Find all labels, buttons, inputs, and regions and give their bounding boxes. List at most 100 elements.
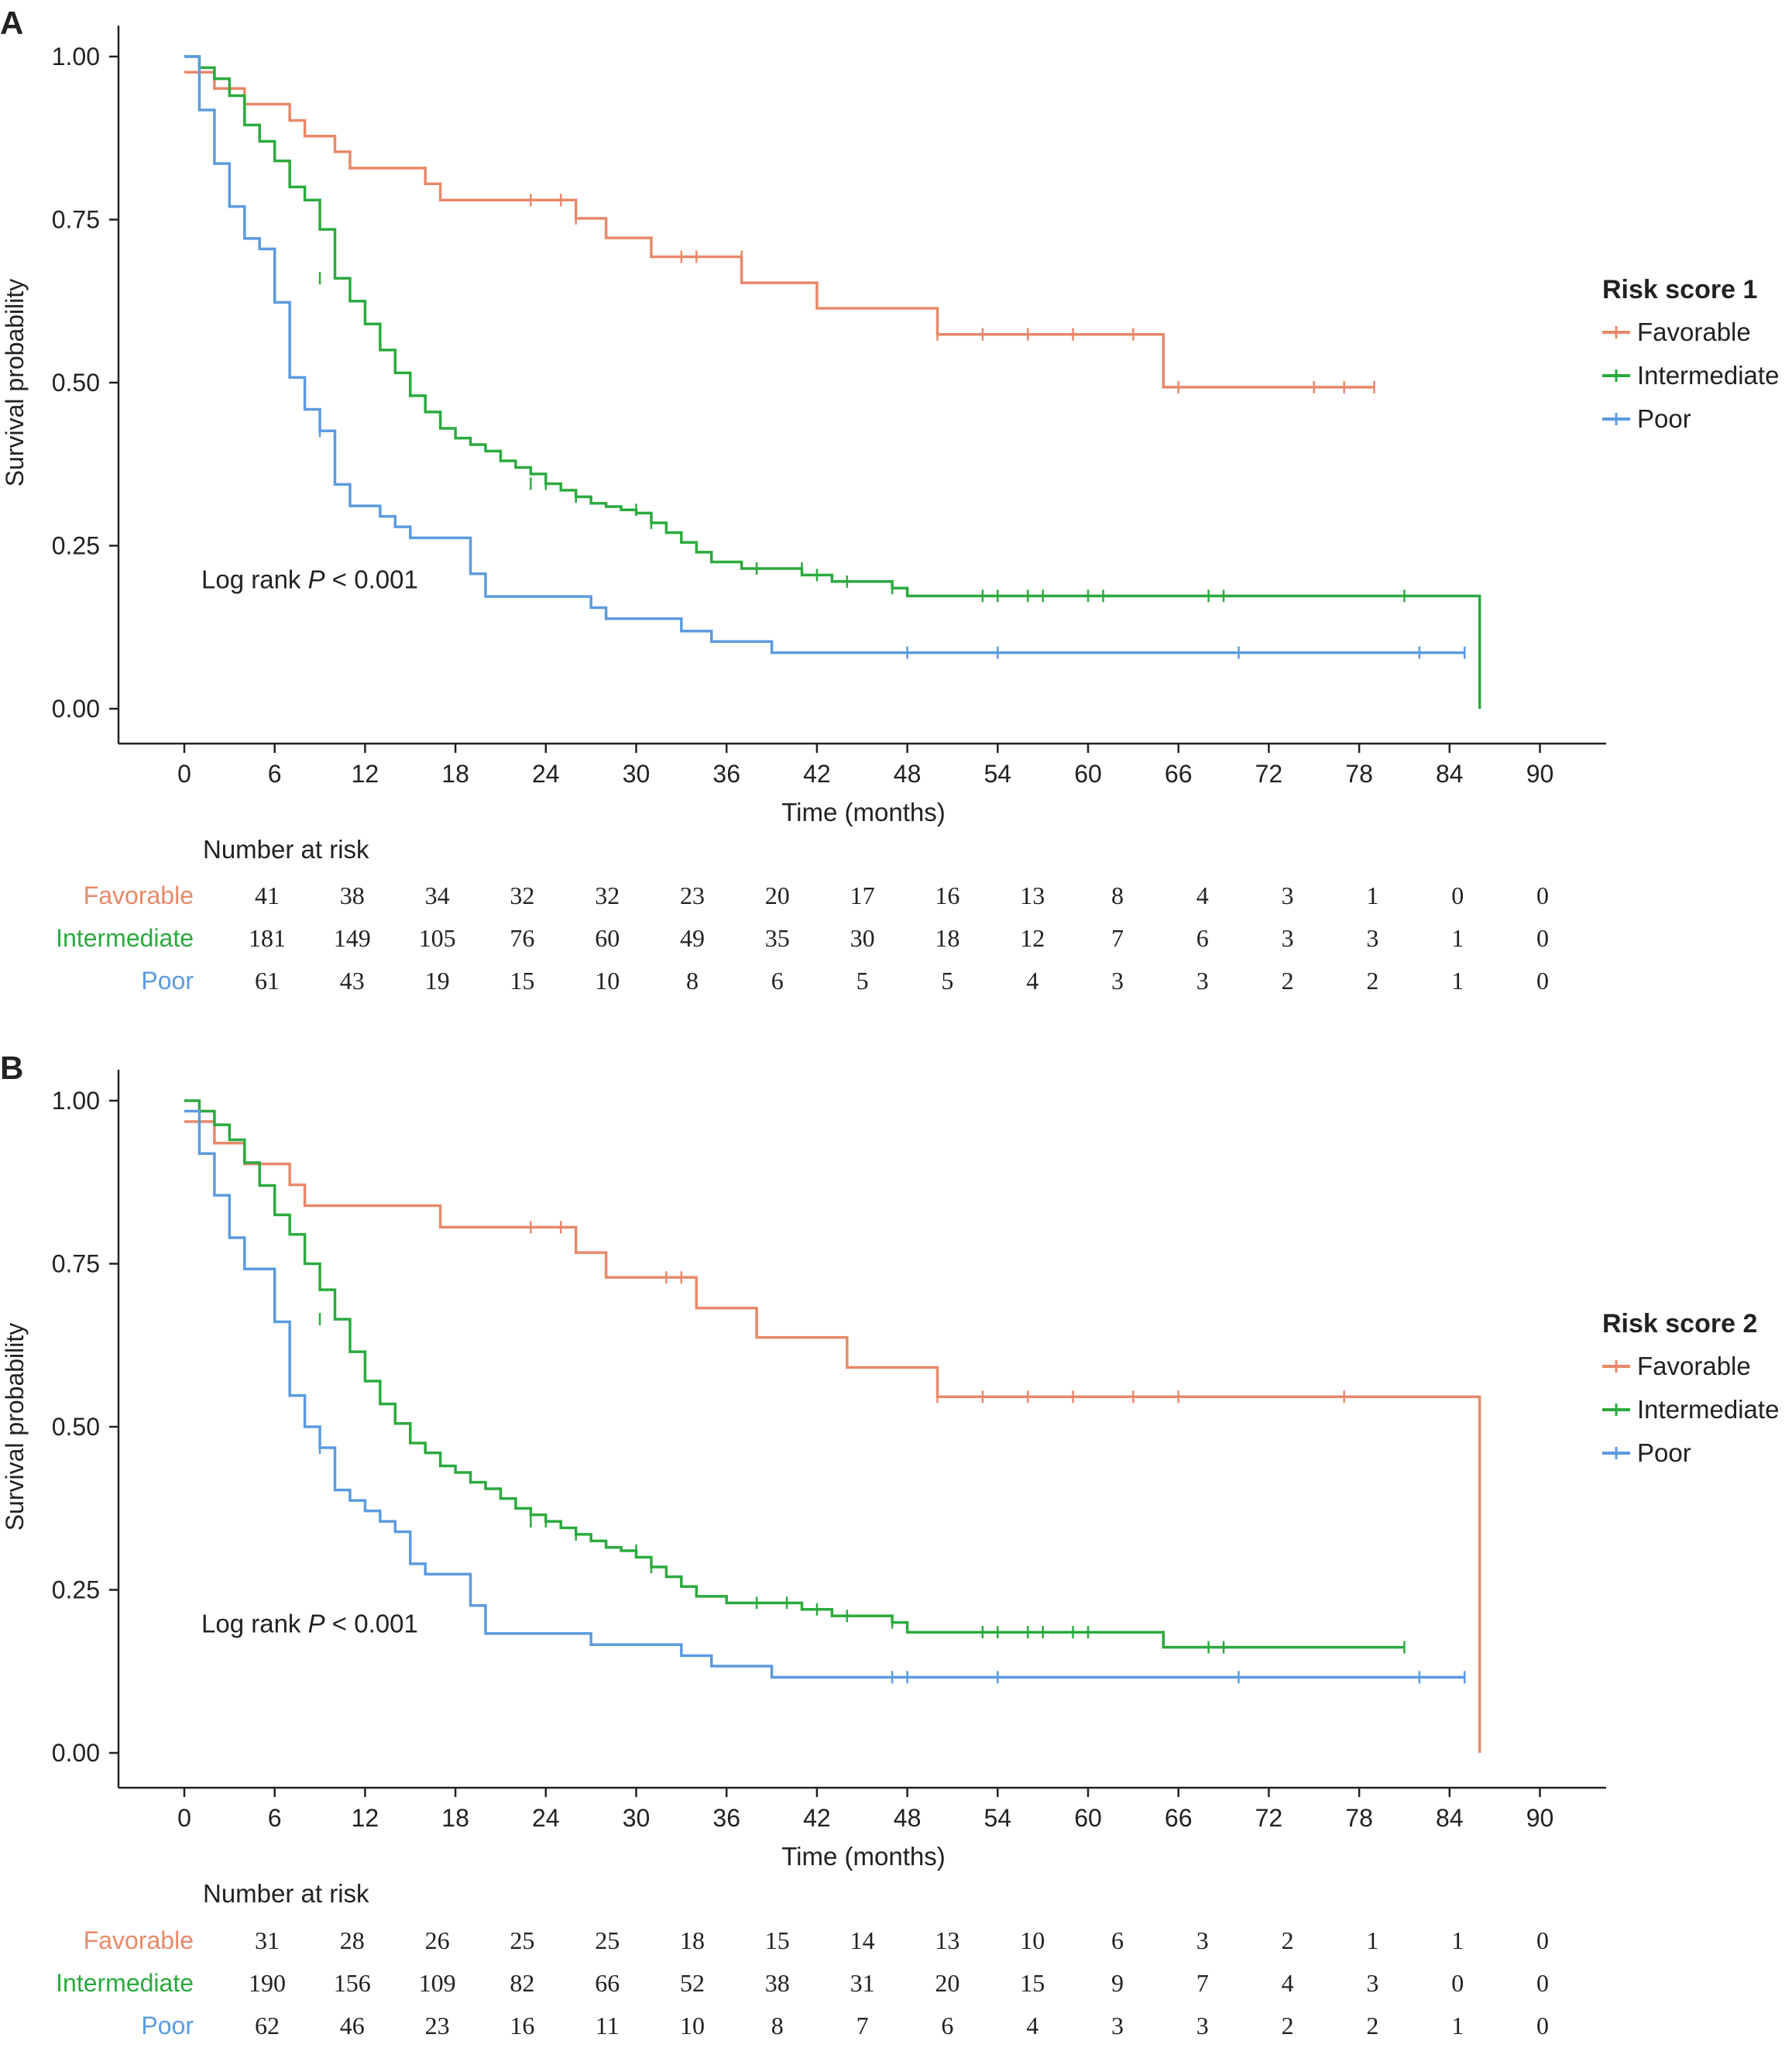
y-tick-label: 0.25 [52,532,100,560]
series-favorable [184,70,1375,393]
risk-count: 62 [255,2012,280,2039]
risk-count: 149 [334,924,371,952]
panel-b: B0.000.250.500.751.000 6 12 18 24 30 36 42 48 54 6… [0,1050,1779,2039]
x-tick-label: 72 [1255,760,1283,788]
log-rank-annotation: Log rank P < 0.001 [201,1610,418,1638]
risk-count: 3 [1196,1926,1209,1954]
y-tick-label: 0.00 [52,695,100,723]
x-tick-label: 54 [984,1804,1012,1832]
risk-count: 4 [1026,967,1038,995]
legend: Risk score 1 Favorable Intermediate Poor [1602,275,1779,433]
risk-count: 43 [340,967,365,995]
risk-count: 3 [1111,967,1124,995]
risk-count: 156 [334,1969,371,1997]
x-tick-label: 84 [1436,760,1464,788]
risk-count: 49 [680,924,705,952]
risk-count: 0 [1536,2012,1549,2039]
risk-count: 6 [1196,924,1209,952]
x-tick-label: 18 [441,760,469,788]
risk-count: 46 [340,2012,365,2039]
risk-row-label-favorable: Favorable [84,1926,194,1954]
x-tick-label: 78 [1345,1804,1373,1832]
risk-count: 0 [1536,1926,1549,1954]
risk-count: 10 [1020,1926,1045,1954]
risk-count: 5 [857,967,869,995]
y-axis-label: Survival probability [1,279,29,487]
risk-count: 5 [941,967,953,995]
risk-count: 52 [680,1969,705,1997]
risk-count: 0 [1536,881,1549,909]
series-poor [184,1109,1466,1684]
risk-count: 9 [1111,1969,1124,1997]
risk-count: 7 [1196,1969,1209,1997]
risk-count: 4 [1026,2012,1038,2039]
x-tick-label: 12 [352,760,379,788]
risk-count: 35 [765,924,790,952]
risk-count: 10 [680,2012,705,2039]
legend-label-favorable: Favorable [1637,318,1751,346]
x-tick-label: 12 [352,1804,379,1832]
x-tick-label: 66 [1165,760,1193,788]
risk-count: 60 [595,924,620,952]
risk-count: 1 [1366,881,1378,909]
survival-curve-poor [184,55,1465,655]
x-tick-label: 0 [177,1804,191,1832]
risk-count: 14 [850,1926,875,1954]
x-tick-label: 54 [984,760,1012,788]
annotation-suffix: < 0.001 [325,565,418,594]
risk-count: 38 [765,1969,790,1997]
y-tick-label: 0.75 [52,1250,100,1278]
risk-row-label-poor: Poor [141,2012,194,2039]
risk-row-label-intermediate: Intermediate [56,1969,194,1997]
risk-count: 31 [255,1926,280,1954]
risk-count: 66 [595,1969,620,1997]
x-axis-label: Time (months) [781,1842,945,1871]
risk-count: 76 [510,924,534,952]
risk-count: 190 [249,1969,286,1997]
risk-count: 2 [1282,1926,1294,1954]
x-tick-label: 6 [268,1804,282,1832]
panel-a: A0.000.250.500.751.000 6 12 18 24 30 36 42 48 54 6… [0,5,1779,995]
risk-count: 15 [765,1926,790,1954]
x-tick-label: 18 [441,1804,469,1832]
panel-label: A [0,5,23,41]
x-tick-label: 30 [623,760,651,788]
risk-row-label-intermediate: Intermediate [56,924,194,952]
x-tick-label: 42 [803,1804,831,1832]
risk-count: 23 [680,881,705,909]
risk-count: 15 [1020,1969,1045,1997]
risk-count: 13 [1020,881,1045,909]
x-tick-label: 0 [177,760,191,788]
survival-curve-intermediate [184,1099,1405,1649]
legend-title: Risk score 2 [1602,1309,1757,1338]
risk-count: 181 [249,924,286,952]
risk-count: 0 [1451,1969,1464,1997]
series-poor [184,55,1466,659]
risk-count: 3 [1282,881,1294,909]
risk-table-title: Number at risk [203,1879,369,1908]
x-tick-label: 6 [268,760,282,788]
risk-count: 3 [1282,924,1294,952]
risk-count: 2 [1282,2012,1294,2039]
legend: Risk score 2 Favorable Intermediate Poor [1602,1309,1779,1467]
risk-count: 8 [771,2012,784,2039]
x-tick-label: 36 [712,1804,740,1832]
risk-count: 4 [1282,1969,1294,1997]
x-tick-label: 78 [1345,760,1373,788]
risk-count: 32 [595,881,620,909]
risk-count: 34 [425,881,450,909]
risk-count: 2 [1282,967,1294,995]
risk-count: 20 [935,1969,960,1997]
risk-count: 13 [935,1926,960,1954]
x-tick-label: 90 [1526,1804,1554,1832]
risk-count: 25 [510,1926,534,1954]
survival-curve-poor [184,1109,1465,1679]
risk-count: 18 [680,1926,705,1954]
legend-label-intermediate: Intermediate [1637,361,1779,390]
x-tick-label: 48 [894,760,922,788]
risk-count: 7 [857,2012,869,2039]
x-tick-label: 90 [1526,760,1554,788]
